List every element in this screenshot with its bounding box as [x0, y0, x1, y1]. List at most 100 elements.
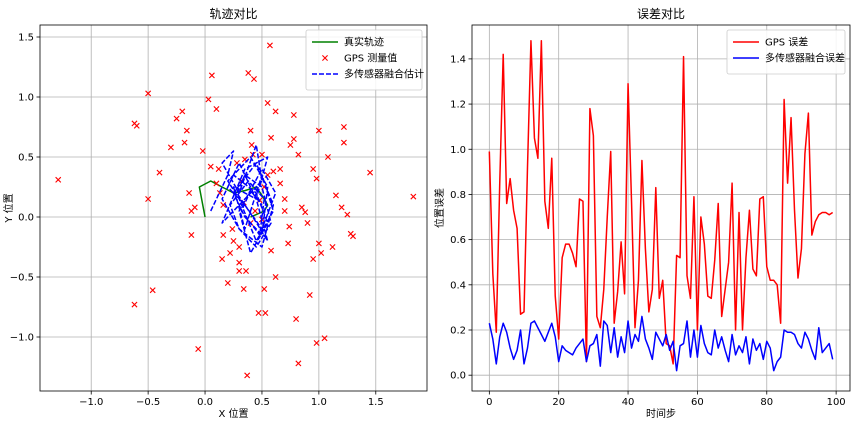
- gps-point: [250, 76, 257, 82]
- x-tick-label: 20: [552, 397, 565, 408]
- legend-box: [305, 29, 423, 91]
- gps-point: [293, 316, 300, 322]
- gps-point: [227, 250, 234, 256]
- gps-point: [272, 108, 279, 115]
- gps-point: [304, 220, 311, 226]
- y-tick-label: 0.8: [450, 190, 466, 201]
- plot-frame: [471, 24, 851, 392]
- gps-point: [287, 142, 294, 148]
- y-tick-label: 0.6: [450, 235, 466, 246]
- y-tick-label: 0.5: [18, 153, 34, 164]
- x-tick-label: 0.5: [254, 397, 270, 408]
- gps-point: [350, 233, 357, 240]
- y-tick-label: 0.4: [450, 280, 466, 291]
- error-chart: 0 20 40 60 80 100 0.0 0.2 0.4 0.6 0.8 1.0 1.2 1.4 误差对比…: [433, 7, 851, 420]
- gps-point: [324, 154, 331, 160]
- gps-point: [213, 180, 220, 187]
- gps-point: [285, 240, 292, 247]
- gps-point: [295, 151, 302, 158]
- gps-point: [268, 134, 275, 141]
- x-tick-label: 0: [486, 397, 492, 408]
- series-line-2: [210, 144, 277, 254]
- legend-marker: [322, 55, 328, 61]
- y-tick-label: 1.0: [18, 93, 34, 104]
- x-tick-label: 60: [691, 397, 704, 408]
- plot-frame: [39, 24, 428, 392]
- gps-point: [262, 310, 269, 316]
- gps-point: [205, 96, 212, 103]
- gps-point: [236, 259, 243, 266]
- gps-point: [229, 226, 236, 232]
- y-tick-label: 0.0: [18, 213, 34, 224]
- x-tick-label: 1.5: [368, 397, 384, 408]
- gps-point: [156, 169, 163, 176]
- chart-title: 轨迹对比: [209, 7, 257, 21]
- gps-point: [207, 163, 214, 170]
- gps-point: [219, 256, 226, 262]
- legend-label: 多传感器融合误差: [765, 52, 845, 65]
- gps-point: [266, 42, 273, 49]
- trajectory-chart: −1.0 −0.5 0.0 0.5 1.0 1.5 −1.0 −0.5 0.0 0.5 1.0 1.5…: [2, 7, 428, 420]
- gps-point: [55, 176, 62, 183]
- gps-point: [133, 122, 140, 129]
- gps-point: [199, 148, 206, 154]
- gps-point: [310, 166, 317, 172]
- chart-title: 误差对比: [637, 7, 685, 21]
- legend-label: GPS 误差: [765, 36, 808, 49]
- x-tick-label: 80: [760, 397, 773, 408]
- legend-label: GPS 测量值: [344, 52, 397, 65]
- gps-point: [145, 90, 152, 97]
- gps-point: [230, 238, 237, 244]
- gps-point: [261, 286, 268, 292]
- gps-point: [281, 196, 288, 202]
- plot-area: [55, 42, 417, 379]
- gps-point: [410, 193, 417, 200]
- gps-point: [315, 240, 322, 247]
- gps-point: [186, 190, 193, 196]
- y-tick-label: 1.5: [18, 33, 34, 44]
- y-tick-label: 0.2: [450, 326, 466, 337]
- gps-point: [236, 244, 243, 250]
- gps-point: [188, 232, 195, 238]
- legend-label: 真实轨迹: [344, 36, 384, 49]
- gps-point: [149, 287, 156, 294]
- gps-point: [318, 250, 325, 256]
- gps-point: [313, 175, 320, 182]
- y-tick-label: 1.2: [450, 100, 466, 111]
- gps-point: [243, 268, 250, 274]
- y-tick-label: −1.0: [10, 333, 34, 344]
- gps-point: [270, 168, 277, 175]
- gps-point: [240, 286, 247, 292]
- gps-point: [244, 372, 251, 379]
- gps-point: [332, 192, 339, 199]
- x-tick-label: −0.5: [136, 397, 160, 408]
- gps-point: [215, 166, 222, 172]
- gps-point: [290, 112, 297, 118]
- gps-point: [302, 209, 309, 216]
- gps-point: [310, 256, 317, 262]
- gps-point: [340, 124, 347, 130]
- x-tick-label: −1.0: [79, 397, 103, 408]
- x-tick-label: 40: [622, 397, 635, 408]
- gps-point: [344, 211, 351, 218]
- legend-label: 多传感器融合估计: [344, 68, 424, 81]
- gps-point: [131, 301, 138, 308]
- gps-point: [248, 142, 255, 148]
- gps-point: [306, 292, 313, 298]
- gps-point: [281, 208, 288, 214]
- gps-point: [329, 244, 336, 250]
- gps-point: [268, 247, 275, 254]
- gps-point: [252, 208, 259, 214]
- legend-box: [726, 29, 846, 75]
- gps-point: [220, 232, 227, 238]
- x-tick-label: 0.0: [197, 397, 213, 408]
- plot-area: [488, 40, 834, 372]
- gps-point: [340, 139, 347, 146]
- y-tick-label: 1.0: [450, 145, 466, 156]
- gps-point: [338, 204, 345, 211]
- gps-point: [277, 166, 284, 172]
- x-axis-title: 时间步: [646, 407, 676, 420]
- series-line-1: [488, 315, 834, 372]
- gps-point: [258, 151, 265, 158]
